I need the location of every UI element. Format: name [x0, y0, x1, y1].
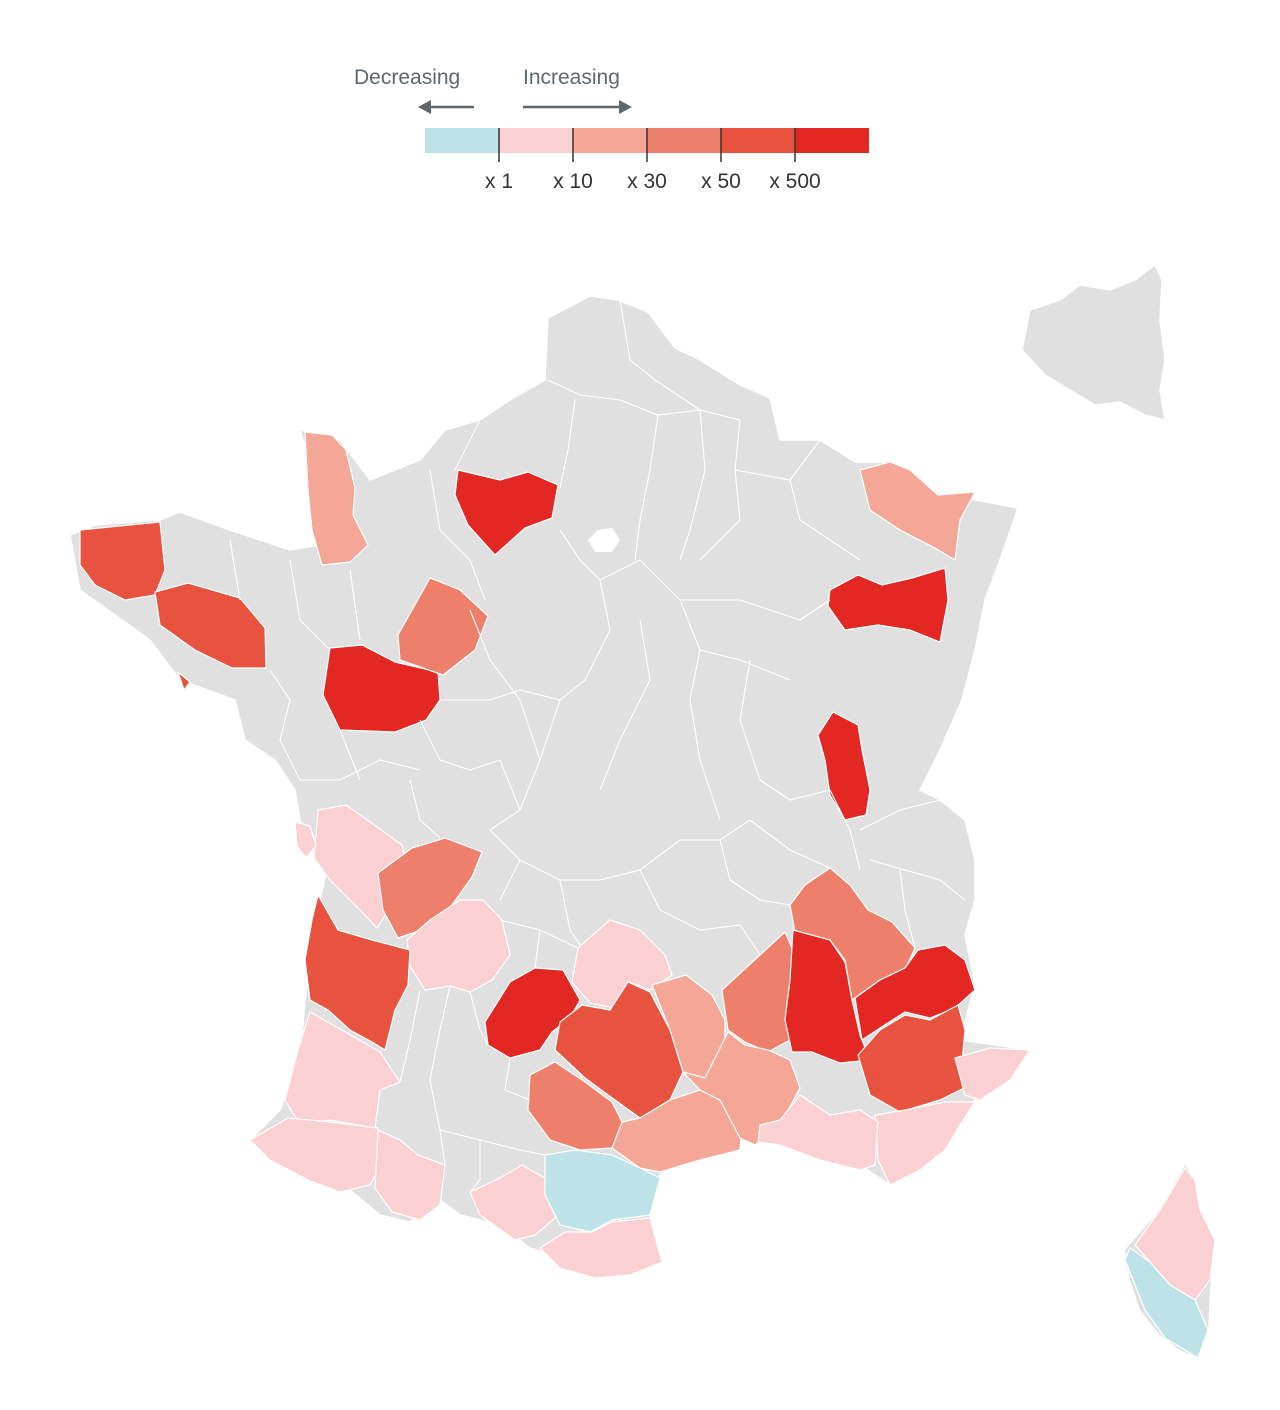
increasing-arrow-head	[619, 100, 632, 114]
paris-region-outline	[1021, 263, 1166, 422]
department-aude	[544, 1149, 661, 1233]
decreasing-arrow-head	[418, 100, 431, 114]
department-border-lines	[229, 299, 1141, 1193]
department-bouches-du-rh-ne	[757, 1094, 879, 1171]
department-var	[874, 1101, 976, 1186]
tick-label-x10: x 10	[553, 170, 593, 193]
department-haute-vienne	[377, 837, 483, 939]
department-pyr-n-es-atlantiques	[249, 1117, 386, 1193]
decreasing-label: Decreasing	[354, 66, 461, 89]
direction-arrows	[418, 100, 632, 114]
legend-swatch-3	[647, 128, 721, 153]
legend-swatch-2	[573, 128, 647, 153]
paris-hole	[588, 528, 620, 552]
increasing-label: Increasing	[523, 66, 620, 89]
legend-swatch-5	[795, 128, 869, 153]
color-scale	[425, 128, 869, 153]
legend: Decreasing Increasing x 1 x 10 x 30 x 50…	[0, 0, 1280, 220]
department-hautes-alpes	[854, 944, 976, 1041]
department-alpes-de-haute-provence	[857, 1004, 971, 1113]
department-borders	[229, 299, 1141, 1193]
department-morbihan-island	[177, 671, 191, 691]
scale-ticks	[498, 128, 796, 162]
department-pyr-n-es-orientales	[539, 1217, 663, 1279]
department-finist-re	[79, 521, 166, 601]
paris-region-inset	[1021, 263, 1166, 422]
department-dordogne	[406, 899, 511, 993]
colored-departments	[79, 431, 1216, 1359]
department-vosges	[827, 567, 949, 643]
department-corse-du-sud	[1124, 1247, 1209, 1359]
department-morbihan	[154, 582, 267, 669]
department-sarthe	[322, 644, 441, 733]
department-cantal	[571, 919, 673, 1009]
department-loir-et-cher	[397, 577, 489, 676]
legend-swatch-0	[425, 128, 499, 153]
department-hautes-pyr-n-es	[374, 1129, 446, 1221]
legend-graphic	[418, 100, 869, 162]
tick-label-x30: x 30	[627, 170, 667, 193]
legend-swatch-4	[721, 128, 795, 153]
tick-label-x500: x 500	[769, 170, 821, 193]
department-manche	[304, 431, 369, 566]
department-charente-maritime	[294, 821, 317, 859]
department-alpes-maritimes	[954, 1047, 1031, 1101]
department-gard	[682, 1031, 801, 1146]
department-dr-me	[784, 929, 871, 1064]
tick-label-x1: x 1	[484, 170, 514, 193]
department-moselle	[859, 461, 976, 561]
tick-label-x50: x 50	[701, 170, 741, 193]
legend-swatch-1	[499, 128, 573, 153]
department-gironde	[304, 894, 411, 1051]
department-eure	[454, 469, 559, 556]
